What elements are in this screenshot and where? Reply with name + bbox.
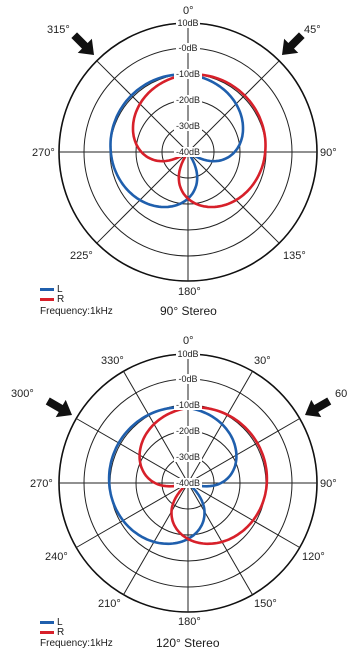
db-label: -0dB (178, 43, 197, 53)
angle-label-90: 90° (320, 147, 337, 159)
angle-label-225: 225° (70, 250, 93, 262)
angle-label-30: 30° (254, 355, 271, 367)
angle-labels: 0° 30° 60 90° 120° 150° 180° 210° 240° 2… (11, 335, 347, 628)
angle-label-135: 135° (283, 250, 306, 262)
db-label: -40dB (176, 478, 200, 488)
db-label: -10dB (176, 69, 200, 79)
polar-plot-90-stereo: 10dB -0dB -10dB -20dB -30dB -40dB 0° 45°… (32, 5, 337, 318)
arrow-left-icon (45, 397, 72, 418)
arrow-right-icon (305, 397, 332, 418)
db-labels: 10dB -0dB -10dB -20dB -30dB -40dB (174, 18, 202, 157)
db-label: 10dB (177, 349, 198, 359)
legend: L R (40, 283, 65, 305)
polar-plot-120-stereo: 10dB -0dB -10dB -20dB -30dB -40dB 0° 30°… (0, 327, 350, 654)
legend-swatch-L (40, 620, 54, 624)
db-label: 10dB (177, 18, 198, 28)
angle-label-60: 60 (335, 388, 347, 400)
legend-swatch-R (40, 630, 54, 634)
arrow-right-icon (282, 32, 305, 55)
legend-item-R: R (40, 626, 65, 638)
angle-label-240: 240° (45, 551, 68, 563)
db-labels: 10dB -0dB -10dB -20dB -30dB -40dB (174, 349, 202, 488)
angle-label-120: 120° (302, 551, 325, 563)
legend: L R (40, 616, 65, 638)
legend-item-L: L (40, 283, 64, 295)
legend-item-R: R (40, 293, 65, 305)
angle-label-330: 330° (101, 355, 124, 367)
legend-swatch-R (40, 297, 54, 301)
angle-label-150: 150° (254, 598, 277, 610)
arrow-left-icon (71, 32, 94, 55)
db-label: -20dB (176, 426, 200, 436)
plot-title: 120° Stereo (156, 636, 220, 650)
angle-labels: 0° 45° 90° 135° 180° 225° 270° 315° (32, 5, 337, 298)
angle-label-90: 90° (320, 478, 337, 490)
polar-chart-120: 10dB -0dB -10dB -20dB -30dB -40dB 0° 30°… (11, 335, 347, 628)
polar-chart-90: 10dB -0dB -10dB -20dB -30dB -40dB 0° 45°… (32, 5, 337, 298)
angle-label-0: 0° (183, 335, 194, 347)
frequency-label: Frequency:1kHz (40, 638, 113, 649)
db-label: -40dB (176, 147, 200, 157)
series-R-pattern (138, 406, 269, 546)
legend-label-L: L (57, 616, 63, 628)
db-label: -30dB (176, 452, 200, 462)
db-label: -10dB (176, 400, 200, 410)
legend-label-L: L (57, 283, 63, 295)
angle-label-180: 180° (178, 286, 201, 298)
legend-swatch-L (40, 287, 54, 291)
db-label: -20dB (176, 95, 200, 105)
legend-label-R: R (57, 293, 65, 305)
angle-label-210: 210° (98, 598, 121, 610)
legend-item-L: L (40, 616, 64, 628)
angle-label-270: 270° (32, 147, 55, 159)
series-R-pattern (131, 73, 267, 209)
angle-label-45: 45° (304, 24, 321, 36)
frequency-label: Frequency:1kHz (40, 306, 113, 317)
angle-label-300: 300° (11, 388, 34, 400)
angle-label-315: 315° (47, 24, 70, 36)
db-label: -0dB (178, 374, 197, 384)
angle-label-180: 180° (178, 616, 201, 628)
legend-label-R: R (57, 626, 65, 638)
plot-title: 90° Stereo (160, 304, 217, 318)
db-label: -30dB (176, 121, 200, 131)
angle-label-0: 0° (183, 5, 194, 17)
angle-label-270: 270° (30, 478, 53, 490)
